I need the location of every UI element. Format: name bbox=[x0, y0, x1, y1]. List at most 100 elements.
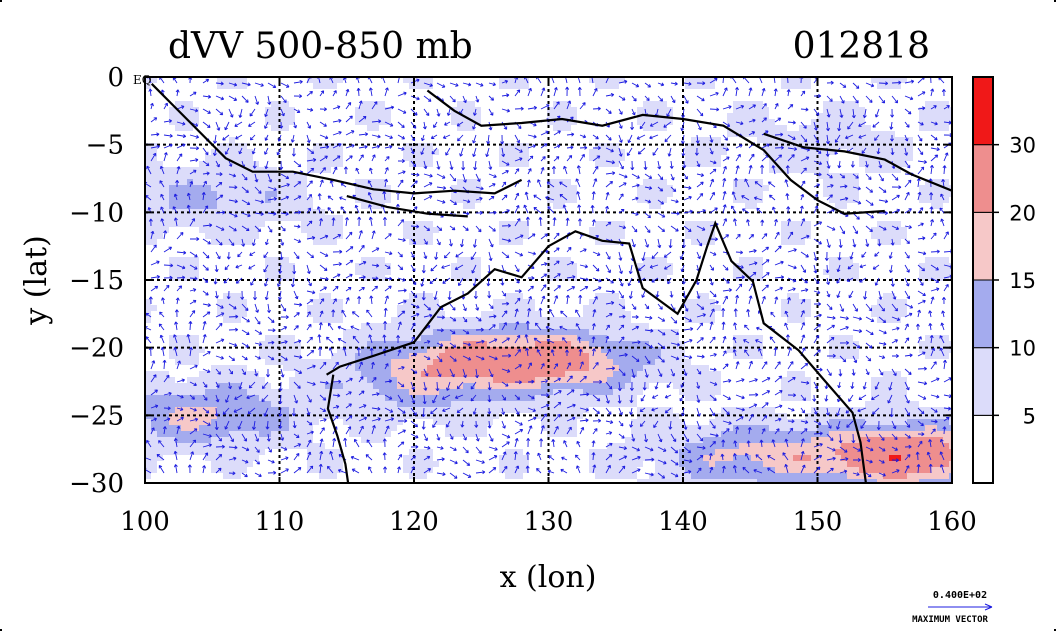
field-cell bbox=[175, 329, 182, 336]
field-cell bbox=[163, 335, 170, 342]
field-cell bbox=[307, 287, 314, 294]
field-cell bbox=[403, 167, 410, 174]
field-cell bbox=[355, 233, 362, 240]
field-cell bbox=[307, 107, 314, 114]
field-cell bbox=[193, 149, 200, 156]
field-cell bbox=[487, 89, 494, 96]
field-cell bbox=[223, 185, 230, 192]
field-cell bbox=[565, 191, 572, 198]
field-cell bbox=[241, 203, 248, 210]
field-cell bbox=[253, 455, 260, 462]
field-cell bbox=[409, 473, 416, 480]
field-cell bbox=[529, 179, 536, 186]
field-cell bbox=[361, 299, 368, 306]
field-cell bbox=[277, 191, 284, 198]
field-cell bbox=[199, 149, 206, 156]
field-cell bbox=[223, 359, 230, 366]
field-cell bbox=[361, 305, 368, 312]
field-cell bbox=[247, 479, 254, 483]
field-cell bbox=[157, 107, 164, 114]
field-cell bbox=[145, 119, 152, 126]
field-cell bbox=[157, 437, 164, 444]
field-cell bbox=[535, 227, 542, 234]
field-cell bbox=[433, 125, 440, 132]
field-cell bbox=[421, 167, 428, 174]
field-cell bbox=[481, 365, 488, 372]
field-cell bbox=[571, 341, 578, 348]
field-cell bbox=[169, 425, 176, 432]
field-cell bbox=[583, 143, 590, 150]
field-cell bbox=[235, 359, 242, 366]
field-cell bbox=[289, 353, 296, 360]
field-cell bbox=[523, 155, 530, 162]
field-cell bbox=[295, 419, 302, 426]
field-cell bbox=[151, 77, 158, 84]
field-cell bbox=[217, 137, 224, 144]
field-cell bbox=[169, 131, 176, 138]
field-cell bbox=[247, 107, 254, 114]
field-cell bbox=[385, 479, 392, 483]
field-cell bbox=[409, 413, 416, 420]
field-cell bbox=[415, 419, 422, 426]
field-cell bbox=[253, 395, 260, 402]
field-cell bbox=[535, 239, 542, 246]
field-cell bbox=[469, 359, 476, 366]
field-cell bbox=[355, 347, 362, 354]
field-cell bbox=[265, 179, 272, 186]
field-cell bbox=[145, 437, 152, 444]
field-cell bbox=[553, 347, 560, 354]
field-cell bbox=[217, 239, 224, 246]
field-cell bbox=[271, 101, 278, 108]
field-cell bbox=[235, 395, 242, 402]
field-cell bbox=[493, 269, 500, 276]
field-cell bbox=[505, 365, 512, 372]
field-cell bbox=[493, 185, 500, 192]
field-cell bbox=[235, 341, 242, 348]
field-cell bbox=[463, 335, 470, 342]
field-cell bbox=[265, 125, 272, 132]
field-cell bbox=[235, 89, 242, 96]
field-cell bbox=[373, 227, 380, 234]
field-cell bbox=[379, 431, 386, 438]
field-cell bbox=[181, 179, 188, 186]
field-cell bbox=[385, 83, 392, 90]
field-cell bbox=[547, 275, 554, 282]
field-cell bbox=[445, 179, 452, 186]
field-cell bbox=[433, 473, 440, 480]
field-cell bbox=[205, 371, 212, 378]
field-cell bbox=[505, 473, 512, 480]
field-cell bbox=[151, 347, 158, 354]
field-cell bbox=[439, 293, 446, 300]
field-cell bbox=[313, 455, 320, 462]
field-cell bbox=[271, 407, 278, 414]
field-cell bbox=[541, 251, 548, 258]
field-cell bbox=[469, 329, 476, 336]
field-cell bbox=[229, 257, 236, 264]
field-cell bbox=[403, 203, 410, 210]
field-cell bbox=[457, 353, 464, 360]
field-cell bbox=[181, 125, 188, 132]
field-cell bbox=[271, 395, 278, 402]
field-cell bbox=[193, 323, 200, 330]
field-cell bbox=[403, 323, 410, 330]
field-cell bbox=[169, 197, 176, 204]
field-cell bbox=[145, 233, 152, 240]
field-cell bbox=[349, 119, 356, 126]
field-cell bbox=[571, 311, 578, 318]
field-cell bbox=[145, 275, 152, 282]
field-cell bbox=[487, 335, 494, 342]
field-cell bbox=[553, 437, 560, 444]
field-cell bbox=[223, 329, 230, 336]
field-cell bbox=[397, 287, 404, 294]
field-cell bbox=[169, 137, 176, 144]
field-cell bbox=[319, 185, 326, 192]
field-cell bbox=[319, 215, 326, 222]
field-cell bbox=[379, 227, 386, 234]
field-cell bbox=[307, 119, 314, 126]
field-cell bbox=[295, 221, 302, 228]
field-cell bbox=[241, 89, 248, 96]
field-cell bbox=[391, 113, 398, 120]
field-cell bbox=[493, 137, 500, 144]
field-cell bbox=[199, 239, 206, 246]
field-cell bbox=[445, 437, 452, 444]
